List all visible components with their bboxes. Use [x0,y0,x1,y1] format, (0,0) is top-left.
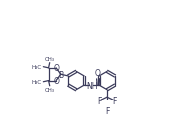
Text: NH: NH [86,81,98,90]
Text: CH₃: CH₃ [45,57,55,62]
Text: O: O [53,64,59,73]
Text: F: F [98,96,102,105]
Text: H₃C: H₃C [31,65,42,70]
Text: B: B [58,70,63,79]
Text: H₃C: H₃C [31,80,42,85]
Text: CH₃: CH₃ [45,87,55,92]
Text: O: O [53,76,59,85]
Text: F: F [112,96,117,105]
Text: O: O [95,68,101,77]
Text: F: F [105,106,109,115]
